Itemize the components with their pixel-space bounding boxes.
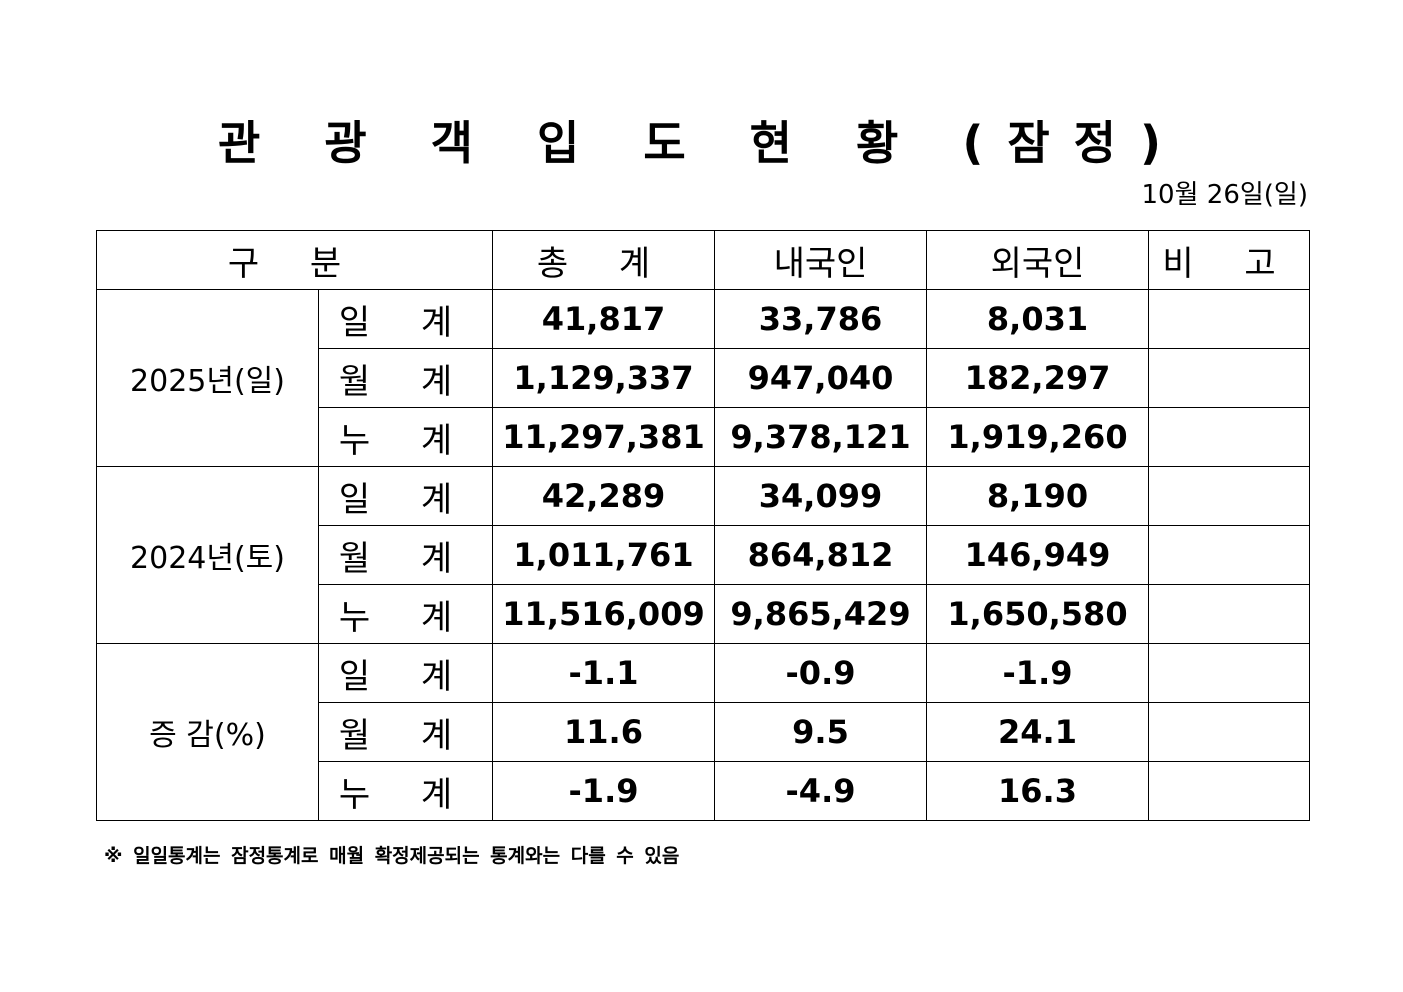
cell-foreign: -1.9 (926, 643, 1149, 703)
cell-remarks (1148, 643, 1310, 703)
cell-domestic: 9,378,121 (714, 407, 927, 467)
cell-domestic: 9,865,429 (714, 584, 927, 644)
table-row: 누 계 11,297,381 9,378,121 1,919,260 (97, 407, 1310, 467)
cell-remarks (1148, 466, 1310, 526)
group-label-change: 증 감(%) (96, 643, 319, 821)
row-label-daily: 일 계 (318, 466, 493, 526)
cell-domestic: 864,812 (714, 525, 927, 585)
cell-remarks (1148, 407, 1310, 467)
cell-domestic: 34,099 (714, 466, 927, 526)
cell-remarks (1148, 761, 1310, 821)
cell-total: 41,817 (492, 289, 715, 349)
header-total: 총 계 (492, 230, 715, 290)
header-domestic: 내국인 (714, 230, 927, 290)
cell-foreign: 16.3 (926, 761, 1149, 821)
cell-remarks (1148, 525, 1310, 585)
page-title: 관 광 객 입 도 현 황 (잠정) (217, 116, 1186, 170)
tourist-arrivals-table: 구 분 총 계 내국인 외국인 비 고 2025년(일) 일 계 41,817 … (96, 230, 1310, 821)
cell-total: 11.6 (492, 702, 715, 762)
group-label-2024: 2024년(토) (96, 466, 319, 644)
cell-total: 11,516,009 (492, 584, 715, 644)
cell-domestic: 9.5 (714, 702, 927, 762)
cell-domestic: -0.9 (714, 643, 927, 703)
cell-foreign: 146,949 (926, 525, 1149, 585)
cell-total: -1.9 (492, 761, 715, 821)
table-row: 증 감(%) 일 계 -1.1 -0.9 -1.9 (96, 643, 1310, 821)
row-label-cumulative: 누 계 (318, 761, 493, 821)
table-row: 월 계 11.6 9.5 24.1 (97, 702, 1310, 762)
header-remarks: 비 고 (1148, 230, 1310, 290)
cell-remarks (1148, 584, 1310, 644)
header-foreign: 외국인 (926, 230, 1149, 290)
row-label-monthly: 월 계 (318, 348, 493, 408)
cell-domestic: 33,786 (714, 289, 927, 349)
cell-domestic: 947,040 (714, 348, 927, 408)
row-label-daily: 일 계 (318, 643, 493, 703)
cell-remarks (1148, 702, 1310, 762)
row-label-monthly: 월 계 (318, 702, 493, 762)
table-row: 2025년(일) 일 계 41,817 33,786 8,031 (96, 289, 1310, 467)
cell-foreign: 24.1 (926, 702, 1149, 762)
table-row: 2024년(토) 일 계 42,289 34,099 8,190 (96, 466, 1310, 644)
cell-foreign: 182,297 (926, 348, 1149, 408)
row-label-cumulative: 누 계 (318, 407, 493, 467)
row-label-cumulative: 누 계 (318, 584, 493, 644)
cell-domestic: -4.9 (714, 761, 927, 821)
cell-foreign: 8,190 (926, 466, 1149, 526)
cell-total: 11,297,381 (492, 407, 715, 467)
cell-total: 42,289 (492, 466, 715, 526)
cell-total: 1,129,337 (492, 348, 715, 408)
cell-total: 1,011,761 (492, 525, 715, 585)
cell-foreign: 1,650,580 (926, 584, 1149, 644)
report-date: 10월 26일(일) (1141, 180, 1308, 210)
cell-foreign: 8,031 (926, 289, 1149, 349)
table-row: 누 계 11,516,009 9,865,429 1,650,580 (97, 584, 1310, 644)
table-row: 월 계 1,011,761 864,812 146,949 (97, 525, 1310, 585)
row-label-daily: 일 계 (318, 289, 493, 349)
cell-remarks (1148, 289, 1310, 349)
cell-remarks (1148, 348, 1310, 408)
group-label-2025: 2025년(일) (96, 289, 319, 467)
table-row: 누 계 -1.9 -4.9 16.3 (97, 761, 1310, 821)
cell-total: -1.1 (492, 643, 715, 703)
footnote: ※ 일일통계는 잠정통계로 매월 확정제공되는 통계와는 다를 수 있음 (104, 845, 680, 867)
header-row: 구 분 총 계 내국인 외국인 비 고 (96, 230, 1310, 290)
cell-foreign: 1,919,260 (926, 407, 1149, 467)
header-category: 구 분 (96, 230, 493, 290)
row-label-monthly: 월 계 (318, 525, 493, 585)
